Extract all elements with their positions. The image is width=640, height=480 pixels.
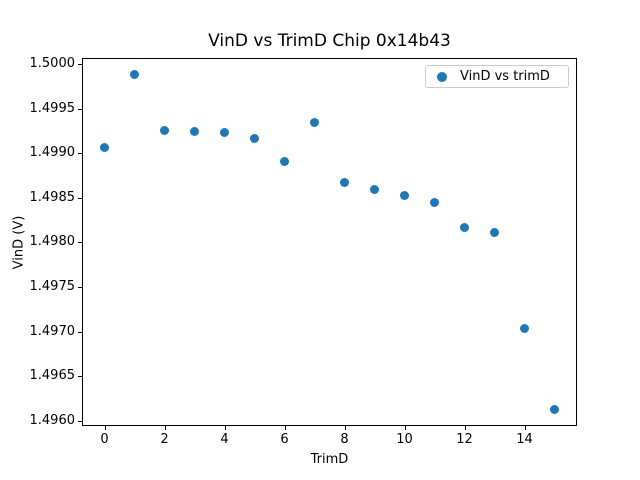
y-tick-label: 1.4970: [29, 323, 76, 339]
x-tick-mark: [164, 426, 166, 430]
x-tick-label: 10: [396, 432, 413, 447]
x-tick-label: 4: [220, 432, 229, 447]
data-point: [550, 405, 559, 415]
data-point: [520, 324, 529, 334]
data-point: [460, 222, 469, 232]
data-point: [340, 178, 349, 188]
plot-area: [82, 58, 577, 426]
y-tick-label: 1.5000: [29, 56, 76, 72]
data-point: [100, 143, 109, 153]
x-tick-mark: [224, 426, 226, 430]
y-tick-label: 1.4965: [29, 368, 76, 384]
y-tick-label: 1.4980: [29, 234, 76, 250]
x-tick-mark: [464, 426, 466, 430]
y-tick-mark: [78, 331, 82, 333]
data-point: [190, 127, 199, 137]
y-tick-label: 1.4975: [29, 278, 76, 294]
data-point: [370, 185, 379, 195]
data-point: [130, 70, 139, 80]
x-tick-label: 12: [456, 432, 473, 447]
x-tick-label: 8: [340, 432, 349, 447]
x-tick-label: 14: [516, 432, 533, 447]
y-tick-mark: [78, 420, 82, 422]
x-axis-label: TrimD: [310, 452, 349, 467]
legend-marker-icon: [437, 71, 447, 82]
data-point: [160, 125, 169, 135]
y-tick-mark: [78, 108, 82, 110]
y-tick-mark: [78, 242, 82, 244]
x-tick-label: 6: [280, 432, 289, 447]
data-point: [250, 133, 259, 143]
y-tick-mark: [78, 197, 82, 199]
x-tick-mark: [344, 426, 346, 430]
y-tick-label: 1.4985: [29, 189, 76, 205]
legend-label: VinD vs trimD: [460, 69, 550, 84]
y-tick-label: 1.4990: [29, 145, 76, 161]
x-tick-mark: [524, 426, 526, 430]
y-tick-label: 1.4995: [29, 100, 76, 116]
data-point: [430, 197, 439, 207]
y-tick-label: 1.4960: [29, 412, 76, 428]
data-point: [400, 190, 409, 200]
data-point: [220, 128, 229, 138]
legend: VinD vs trimD: [425, 65, 569, 88]
x-tick-mark: [284, 426, 286, 430]
x-tick-mark: [104, 426, 106, 430]
chart-title: VinD vs TrimD Chip 0x14b43: [208, 31, 451, 51]
y-tick-mark: [78, 286, 82, 288]
data-point: [280, 156, 289, 166]
data-point: [310, 117, 319, 127]
y-tick-mark: [78, 64, 82, 66]
x-tick-label: 2: [160, 432, 169, 447]
data-point: [490, 228, 499, 238]
y-tick-mark: [78, 376, 82, 378]
x-tick-mark: [404, 426, 406, 430]
y-tick-mark: [78, 153, 82, 155]
x-tick-label: 0: [100, 432, 109, 447]
